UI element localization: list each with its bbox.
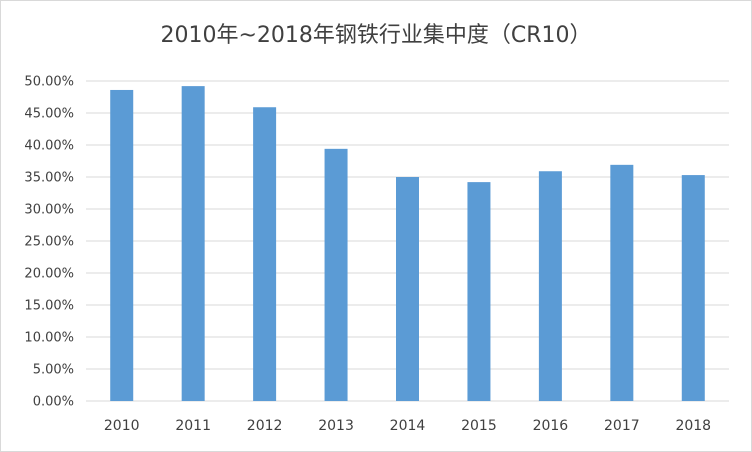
bar-2011 [181,86,205,402]
y-tick-label: 0.00% [33,395,74,410]
x-tick-label: 2016 [533,418,569,434]
x-tick-label: 2012 [247,418,283,434]
x-tick-label: 2010 [104,418,140,434]
bar-2013 [324,148,348,401]
bar-2012 [253,107,277,402]
x-tick-label: 2014 [390,418,426,434]
y-tick-label: 5.00% [33,363,74,378]
bar-2018 [681,175,705,401]
chart-title: 2010年~2018年钢铁行业集中度（CR10） [160,23,592,48]
y-tick-label: 25.00% [24,235,74,250]
bar-2014 [396,177,419,401]
bar-2016 [538,171,562,401]
x-tick-label: 2015 [461,418,497,434]
y-tick-label: 30.00% [24,203,74,218]
x-tick-label: 2013 [318,418,354,434]
x-tick-label: 2018 [675,418,711,434]
bar-2010 [110,89,134,402]
y-tick-label: 50.00% [24,75,74,90]
y-tick-label: 10.00% [24,331,74,346]
bar-2015 [467,182,491,401]
y-tick-label: 15.00% [24,299,74,314]
x-tick-label: 2011 [175,418,211,434]
y-tick-label: 35.00% [24,171,74,186]
bar-2017 [610,164,634,401]
y-tick-label: 45.00% [24,107,74,122]
y-tick-label: 20.00% [24,267,74,282]
x-tick-label: 2017 [604,418,640,434]
y-tick-label: 40.00% [24,139,74,154]
